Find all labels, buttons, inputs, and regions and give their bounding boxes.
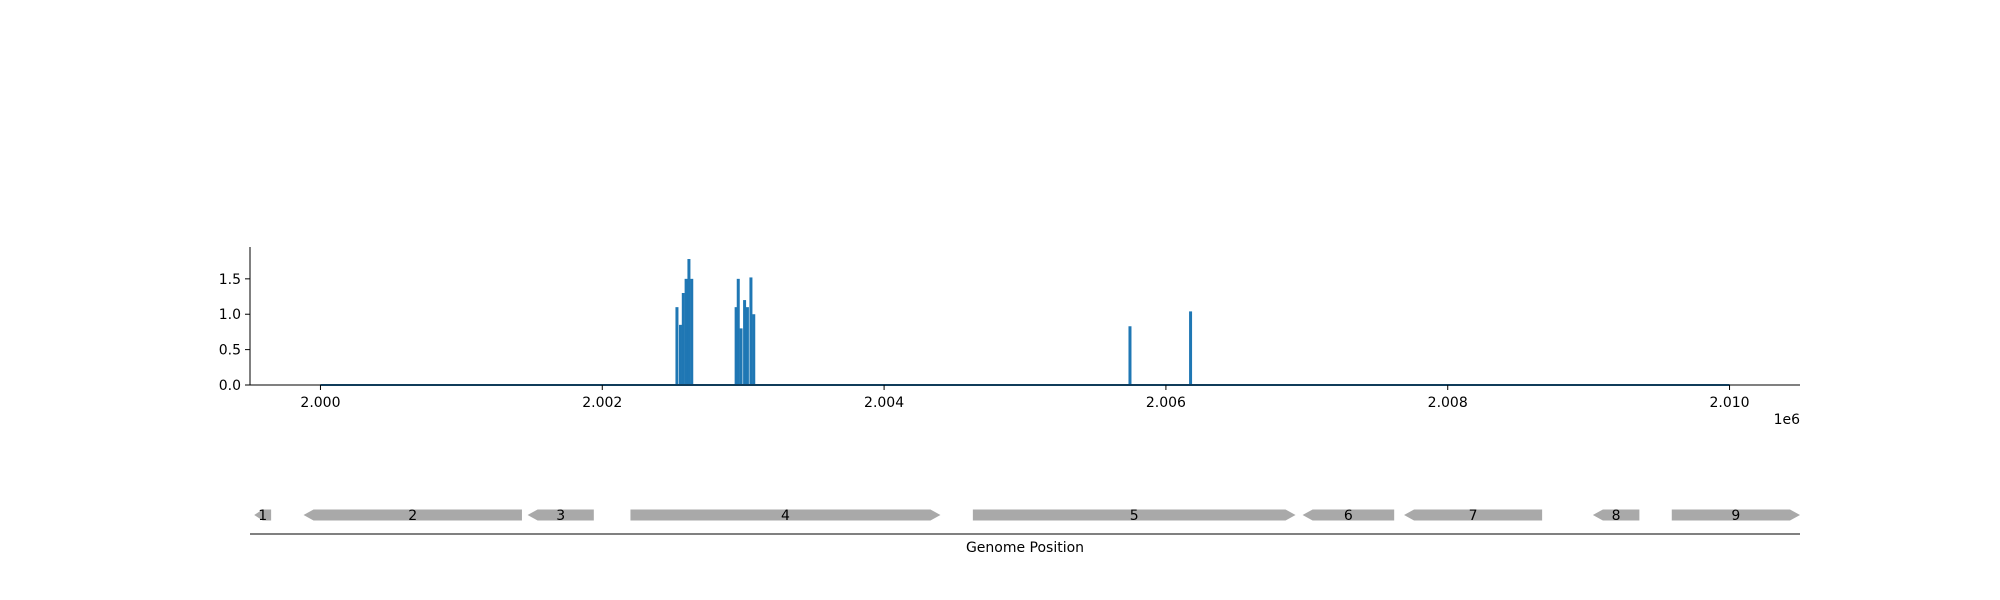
- gene-label: 2: [408, 508, 417, 524]
- gene-feature: [303, 509, 522, 521]
- gene-feature: [630, 509, 941, 521]
- coverage-bar: [749, 277, 753, 385]
- coverage-bar: [734, 307, 738, 385]
- coverage-bar: [1128, 326, 1132, 385]
- y-tick-label: 1.0: [219, 307, 241, 323]
- coverage-bar: [690, 278, 694, 385]
- coverage-bar: [743, 300, 747, 385]
- gene-feature: [254, 509, 272, 521]
- gene-label: 9: [1731, 508, 1740, 524]
- coverage-bar: [745, 307, 749, 385]
- x-tick-label: 2.008: [1428, 395, 1468, 411]
- coverage-bar: [678, 324, 682, 385]
- x-tick-label: 2.000: [300, 395, 340, 411]
- gene-label: 7: [1469, 508, 1478, 524]
- gene-track-xlabel: Genome Position: [966, 540, 1084, 556]
- gene-feature: [1671, 509, 1800, 521]
- coverage-bar: [739, 328, 743, 385]
- gene-label: 5: [1130, 508, 1139, 524]
- coverage-bar: [1189, 311, 1193, 385]
- gene-feature: [972, 509, 1296, 521]
- gene-track-axes: 1 2 3 4 5 6 7 8 9 Genome Position: [250, 508, 1800, 556]
- gene-label: 8: [1612, 508, 1621, 524]
- x-tick-label: 2.006: [1146, 395, 1186, 411]
- gene-label: 1: [258, 508, 267, 524]
- x-tick-label: 2.002: [582, 395, 622, 411]
- coverage-axes: 0.0 0.5 1.0 1.5 2.000 2.002 2.004 2.006 2.008 2.0…: [219, 247, 1800, 428]
- gene-label: 6: [1344, 508, 1353, 524]
- coverage-bar: [736, 278, 740, 385]
- y-tick-label: 1.5: [219, 272, 241, 288]
- gene-feature: [1592, 509, 1640, 521]
- coverage-bar: [684, 278, 688, 385]
- y-tick-label: 0.0: [219, 378, 241, 394]
- x-tick-label: 2.004: [864, 395, 904, 411]
- x-offset-label: 1e6: [1774, 412, 1801, 428]
- coverage-bar: [675, 307, 679, 385]
- coverage-bar: [752, 314, 756, 385]
- gene-feature: [527, 509, 594, 521]
- gene-label: 4: [781, 508, 790, 524]
- y-tick-label: 0.5: [219, 343, 241, 359]
- coverage-bar: [687, 259, 691, 385]
- gene-feature: [1404, 509, 1543, 521]
- gene-label: 3: [556, 508, 565, 524]
- gene-feature: [1302, 509, 1395, 521]
- coverage-bar: [681, 293, 685, 385]
- x-tick-label: 2.010: [1709, 395, 1749, 411]
